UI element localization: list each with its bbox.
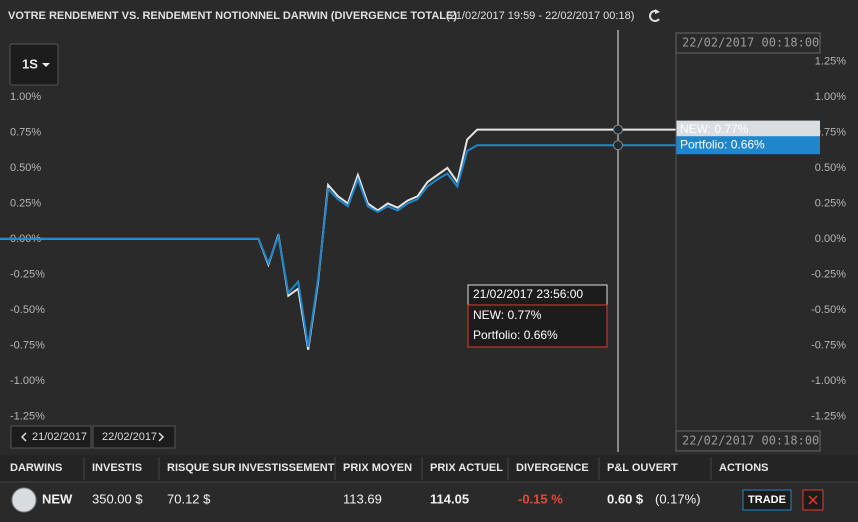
series-end-label-box	[676, 136, 820, 155]
tooltip-line: Portfolio: 0.66%	[473, 328, 558, 342]
y-tick-label-left: 0.75%	[10, 126, 41, 138]
table-header	[0, 455, 858, 482]
column-header: DIVERGENCE	[516, 462, 589, 474]
tooltip-body	[467, 304, 608, 348]
y-tick-label-right: -0.75%	[811, 339, 846, 351]
y-tick-label-right: -0.25%	[811, 268, 846, 280]
series-end-label-box	[676, 120, 820, 139]
crosshair-top-box	[675, 32, 821, 54]
trade-button[interactable]: TRADE	[742, 489, 792, 511]
y-tick-label-right: 0.00%	[815, 233, 846, 245]
table: DARWINS INVESTIS RISQUE SUR INVESTISSEMENT…	[0, 455, 858, 522]
table-cell: 350.00 $	[92, 491, 143, 506]
y-tick-label-right: 0.75%	[815, 126, 846, 138]
column-header: PRIX ACTUEL	[430, 462, 503, 474]
table-cell: (0.17%)	[655, 491, 701, 506]
darwin-icon	[11, 487, 37, 513]
nav-next[interactable]: 22/02/2017	[92, 425, 176, 449]
series-end-label: NEW: 0.77%	[680, 122, 749, 136]
chart-range: (21/02/2017 19:59 - 22/02/2017 00:18)	[446, 10, 634, 22]
trade-label: TRADE	[748, 494, 786, 506]
table-cell: 70.12 $	[167, 491, 211, 506]
y-tick-label-left: -0.50%	[10, 304, 45, 316]
table-cell: 114.05	[430, 491, 469, 506]
overlay: 1S 22/02/2017 00:18:00 22/02/2017 00:18:…	[9, 32, 821, 452]
y-tick-label-right: 1.00%	[815, 91, 846, 103]
y-tick-label-left: 1.00%	[10, 91, 41, 103]
nav-date: 21/02/2017	[32, 431, 87, 443]
y-tick-label-right: 0.25%	[815, 197, 846, 209]
nav-prev[interactable]: 21/02/2017	[10, 425, 92, 449]
column-header: ACTIONS	[719, 462, 769, 474]
y-tick-label-left: -1.25%	[10, 410, 45, 422]
tooltip: 21/02/2017 23:56:00 NEW: 0.77% Portfolio…	[467, 284, 608, 348]
y-tick-label-left: -0.75%	[10, 339, 45, 351]
crosshair-top-label: 22/02/2017 00:18:00	[682, 36, 819, 50]
table-cell: NEW	[42, 491, 73, 506]
y-tick-label-right: -1.00%	[811, 375, 846, 387]
y-tick-label-right: -1.25%	[811, 410, 846, 422]
column-header: RISQUE SUR INVESTISSEMENT	[167, 462, 335, 474]
crosshair-dot	[613, 124, 623, 135]
refresh-button[interactable]	[649, 9, 660, 22]
column-header: DARWINS	[10, 462, 62, 474]
tooltip-line: NEW: 0.77%	[473, 308, 542, 322]
y-tick-label-left: -0.25%	[10, 268, 45, 280]
table-row	[0, 482, 858, 522]
close-button[interactable]	[802, 489, 824, 511]
series-line	[0, 144, 676, 348]
table-cell: -0.15 %	[518, 491, 563, 506]
period-button[interactable]: 1S	[9, 43, 59, 86]
tooltip-time: 21/02/2017 23:56:00	[473, 287, 583, 301]
nav-date: 22/02/2017	[102, 431, 157, 443]
period-label: 1S	[22, 56, 38, 71]
crosshair-bottom-box	[675, 430, 821, 452]
column-header: P&L OUVERT	[607, 462, 678, 474]
y-tick-label-right: 1.25%	[815, 55, 846, 67]
column-header: INVESTIS	[92, 462, 142, 474]
series-end-label: Portfolio: 0.66%	[680, 137, 765, 151]
y-tick-label-left: 0.25%	[10, 197, 41, 209]
y-tick-label-right: -0.50%	[811, 304, 846, 316]
table-cell: 113.69	[343, 491, 382, 506]
crosshair-bottom-label: 22/02/2017 00:18:00	[682, 434, 819, 448]
y-tick-label-left: -1.00%	[10, 375, 45, 387]
crosshair-dot	[613, 140, 623, 151]
y-tick-label-right: 0.50%	[815, 162, 846, 174]
y-tick-label-left: 0.50%	[10, 162, 41, 174]
column-header: PRIX MOYEN	[343, 462, 412, 474]
chart-title: VOTRE RENDEMENT VS. RENDEMENT NOTIONNEL …	[8, 10, 457, 22]
table-cell: 0.60 $	[607, 491, 644, 506]
